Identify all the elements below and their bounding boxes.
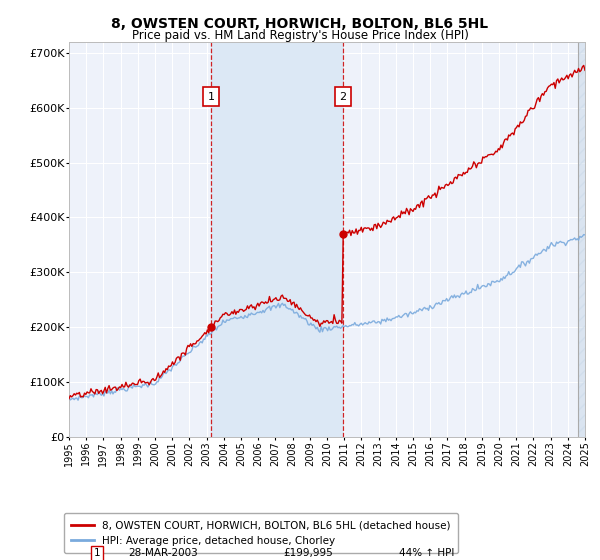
Bar <box>578 42 585 437</box>
Text: 1: 1 <box>94 548 101 558</box>
Text: 44% ↑ HPI: 44% ↑ HPI <box>399 548 455 558</box>
Text: 1: 1 <box>208 92 214 102</box>
Text: Price paid vs. HM Land Registry's House Price Index (HPI): Price paid vs. HM Land Registry's House … <box>131 29 469 42</box>
Bar <box>211 42 343 437</box>
Legend: 8, OWSTEN COURT, HORWICH, BOLTON, BL6 5HL (detached house), HPI: Average price, : 8, OWSTEN COURT, HORWICH, BOLTON, BL6 5H… <box>64 513 458 553</box>
Text: £199,995: £199,995 <box>283 548 333 558</box>
Text: 2: 2 <box>339 92 346 102</box>
Text: 28-MAR-2003: 28-MAR-2003 <box>128 548 198 558</box>
Text: 8, OWSTEN COURT, HORWICH, BOLTON, BL6 5HL: 8, OWSTEN COURT, HORWICH, BOLTON, BL6 5H… <box>112 17 488 31</box>
